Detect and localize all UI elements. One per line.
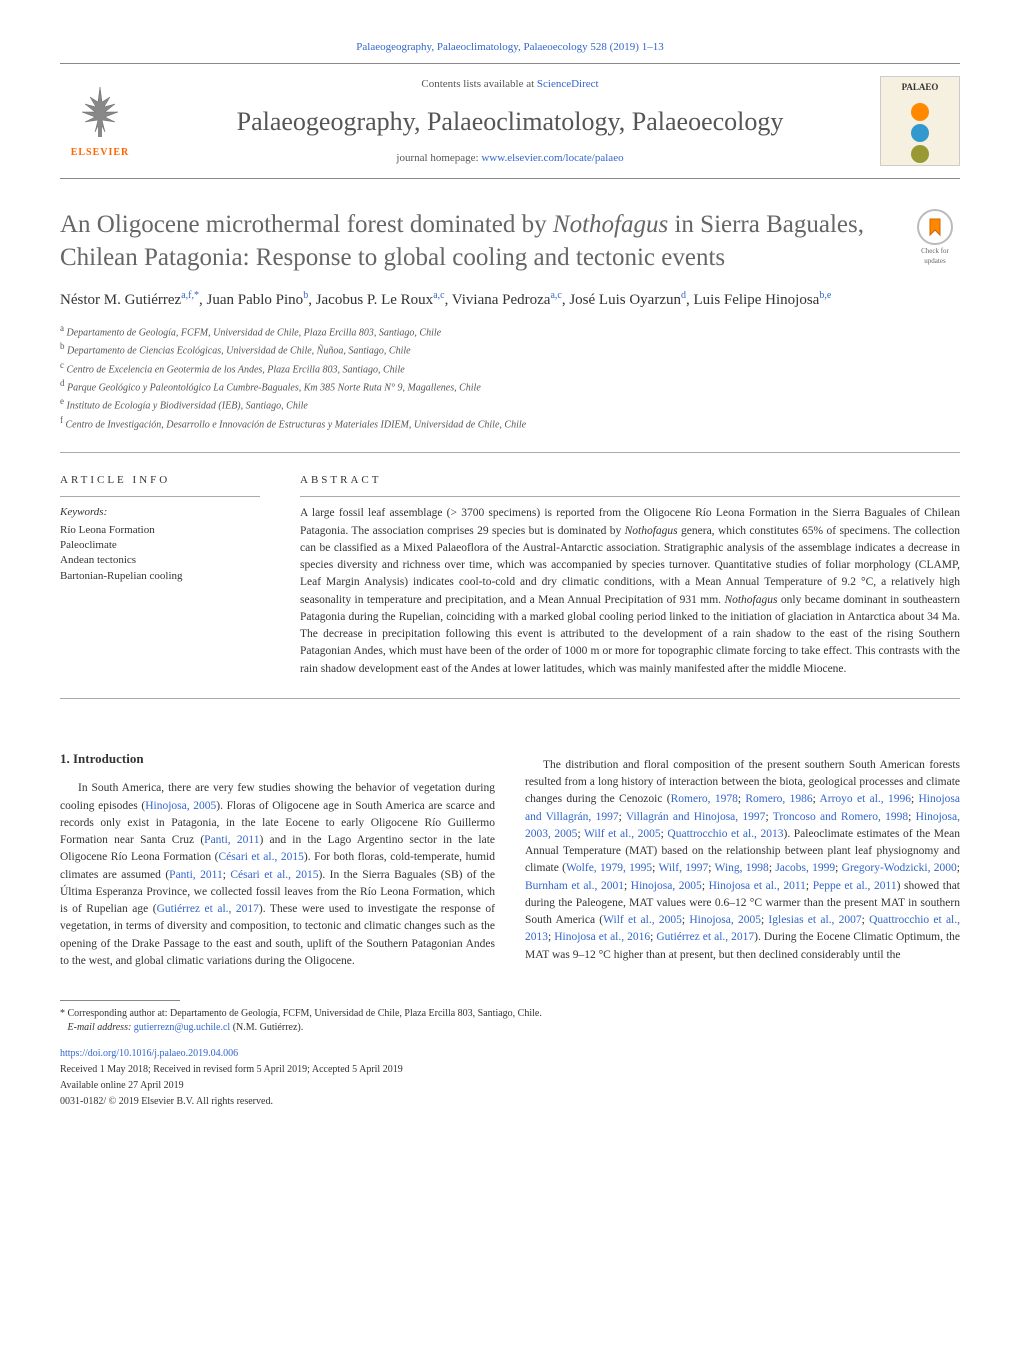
divider: [60, 698, 960, 699]
section-1-heading: 1. Introduction: [60, 749, 495, 769]
abstract-text: A large fossil leaf assemblage (> 3700 s…: [300, 505, 960, 678]
intro-para-1: In South America, there are very few stu…: [60, 780, 495, 970]
affiliation: d Parque Geológico y Paleontológico La C…: [60, 377, 960, 395]
info-abstract-row: ARTICLE INFO Keywords: Río Leona Formati…: [60, 473, 960, 678]
keyword: Andean tectonics: [60, 553, 260, 568]
affiliation: c Centro de Excelencia en Geotermia de l…: [60, 359, 960, 377]
body-columns: 1. Introduction In South America, there …: [60, 719, 960, 970]
article-info-heading: ARTICLE INFO: [60, 473, 260, 488]
affiliation: e Instituto de Ecología y Biodiversidad …: [60, 395, 960, 413]
affiliations: a Departamento de Geología, FCFM, Univer…: [60, 322, 960, 432]
journal-homepage: journal homepage: www.elsevier.com/locat…: [140, 151, 880, 166]
body-left-column: 1. Introduction In South America, there …: [60, 719, 495, 970]
body-right-column: The distribution and floral composition …: [525, 719, 960, 970]
journal-title: Palaeogeography, Palaeoclimatology, Pala…: [140, 104, 880, 140]
check-updates[interactable]: Check for updates: [910, 209, 960, 267]
keyword: Bartonian-Rupelian cooling: [60, 569, 260, 584]
homepage-link[interactable]: www.elsevier.com/locate/palaeo: [481, 152, 623, 164]
check-updates-text: Check for updates: [910, 247, 960, 267]
doi-link[interactable]: https://doi.org/10.1016/j.palaeo.2019.04…: [60, 1048, 238, 1059]
email-label: E-mail address:: [68, 1022, 134, 1033]
divider: [60, 452, 960, 453]
keywords-label: Keywords:: [60, 505, 260, 520]
article-header: An Oligocene microthermal forest dominat…: [60, 209, 960, 274]
homepage-pre: journal homepage:: [396, 152, 481, 164]
palaeo-circle-3: [911, 145, 929, 163]
available-online: Available online 27 April 2019: [60, 1079, 960, 1093]
journal-ref-link[interactable]: Palaeogeography, Palaeoclimatology, Pala…: [356, 41, 663, 53]
email-link[interactable]: gutierrezn@ug.uchile.cl: [134, 1022, 230, 1033]
authors: Néstor M. Gutiérreza,f,*, Juan Pablo Pin…: [60, 288, 960, 312]
contents-line-pre: Contents lists available at: [421, 78, 536, 90]
contents-line: Contents lists available at ScienceDirec…: [140, 77, 880, 92]
abstract-heading: ABSTRACT: [300, 473, 960, 488]
palaeo-cover-logo: PALAEO: [880, 76, 960, 166]
elsevier-tree-icon: [70, 82, 130, 142]
footnote-divider: [60, 1000, 180, 1001]
intro-para-2: The distribution and floral composition …: [525, 757, 960, 964]
palaeo-circles: [911, 100, 929, 166]
keyword: Río Leona Formation: [60, 523, 260, 538]
bookmark-icon: [925, 217, 945, 237]
affiliation: f Centro de Investigación, Desarrollo e …: [60, 414, 960, 432]
email-line: E-mail address: gutierrezn@ug.uchile.cl …: [60, 1021, 960, 1035]
journal-center: Contents lists available at ScienceDirec…: [140, 77, 880, 166]
abstract-section: ABSTRACT A large fossil leaf assemblage …: [300, 473, 960, 678]
corresponding-author: * Corresponding author at: Departamento …: [60, 1007, 960, 1021]
journal-reference: Palaeogeography, Palaeoclimatology, Pala…: [60, 40, 960, 55]
palaeo-label: PALAEO: [902, 81, 939, 94]
article-title: An Oligocene microthermal forest dominat…: [60, 209, 890, 274]
email-author: (N.M. Gutiérrez).: [230, 1022, 303, 1033]
info-divider: [60, 496, 260, 497]
keywords-list: Río Leona FormationPaleoclimateAndean te…: [60, 523, 260, 585]
copyright: 0031-0182/ © 2019 Elsevier B.V. All righ…: [60, 1095, 960, 1109]
title-italic: Nothofagus: [553, 211, 668, 238]
doi: https://doi.org/10.1016/j.palaeo.2019.04…: [60, 1047, 960, 1061]
received-line: Received 1 May 2018; Received in revised…: [60, 1063, 960, 1077]
sciencedirect-link[interactable]: ScienceDirect: [537, 78, 599, 90]
column-spacer: [525, 719, 960, 757]
elsevier-logo: ELSEVIER: [60, 76, 140, 166]
palaeo-circle-1: [911, 103, 929, 121]
palaeo-circle-2: [911, 124, 929, 142]
keyword: Paleoclimate: [60, 538, 260, 553]
article-info: ARTICLE INFO Keywords: Río Leona Formati…: [60, 473, 260, 678]
affiliation: a Departamento de Geología, FCFM, Univer…: [60, 322, 960, 340]
affiliation: b Departamento de Ciencias Ecológicas, U…: [60, 340, 960, 358]
elsevier-label: ELSEVIER: [71, 146, 130, 160]
journal-header: ELSEVIER Contents lists available at Sci…: [60, 64, 960, 179]
abstract-divider: [300, 496, 960, 497]
title-pre: An Oligocene microthermal forest dominat…: [60, 211, 553, 238]
check-updates-icon: [917, 209, 953, 245]
